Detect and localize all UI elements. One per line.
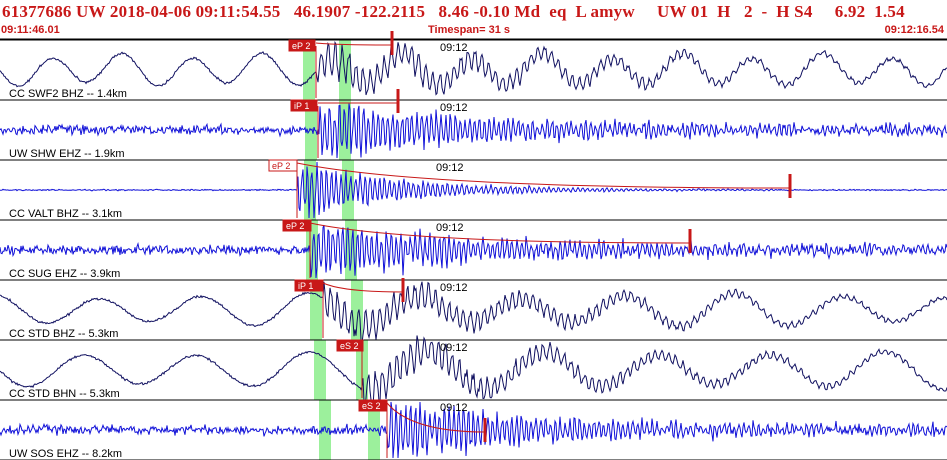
- trace-row[interactable]: 09:12 eP 2 CC SUG EHZ -- 3.9km: [0, 219, 947, 280]
- phase-pick-label: eS 2: [362, 401, 381, 411]
- phase-pick-label: eP 2: [286, 221, 304, 231]
- channel-label: UW SHW EHZ -- 1.9km: [9, 148, 125, 160]
- phase-pick-marker[interactable]: [294, 279, 324, 292]
- event-header: 61377686 UW 2018-04-06 09:11:54.55 46.19…: [0, 0, 947, 38]
- time-mark-label: 09:12: [436, 222, 464, 234]
- coda-decay-curve: [315, 42, 393, 46]
- phase-window-band: [310, 280, 322, 340]
- phase-window-band: [306, 220, 318, 280]
- timespan-label: Timespan= 31 s: [428, 24, 511, 36]
- end-time-label: 09:12:16.54: [884, 24, 944, 36]
- channel-label: CC SWF2 BHZ -- 1.4km: [9, 88, 127, 100]
- waveform-line: [0, 401, 947, 459]
- phase-window-band: [303, 40, 315, 100]
- phase-pick-marker[interactable]: [336, 339, 364, 352]
- phase-window-band: [342, 160, 354, 220]
- coda-decay-curve: [296, 162, 791, 189]
- time-mark-label: 09:12: [440, 102, 468, 114]
- trace-row[interactable]: 09:12 iP 1 UW SHW EHZ -- 1.9km: [0, 89, 947, 160]
- trace-row[interactable]: 09:12 eS 2 CC STD BHN -- 5.3km: [0, 335, 947, 409]
- phase-pick-marker[interactable]: [288, 39, 316, 52]
- phase-window-band: [339, 40, 351, 100]
- waveform-line: [0, 103, 947, 159]
- trace-row[interactable]: 09:12 eP 2 CC SWF2 BHZ -- 1.4km: [0, 31, 947, 100]
- phase-pick-label: eP 2: [292, 41, 310, 51]
- coda-decay-curve: [309, 222, 691, 244]
- phase-pick-label: eS 2: [340, 341, 359, 351]
- channel-label: CC STD BHN -- 5.3km: [9, 388, 120, 400]
- waveform-line: [0, 281, 947, 344]
- coda-decay-curve: [386, 402, 486, 433]
- time-mark-label: 09:12: [440, 282, 468, 294]
- phase-window-band: [319, 400, 331, 460]
- phase-pick-label: eP 2: [272, 161, 290, 171]
- phase-pick-marker[interactable]: [290, 99, 318, 112]
- time-mark-label: 09:12: [440, 42, 468, 54]
- channel-label: CC SUG EHZ -- 3.9km: [9, 268, 120, 280]
- coda-decay-curve: [322, 282, 404, 293]
- start-time-label: 09:11:46.01: [1, 24, 60, 36]
- waveform-line: [0, 224, 947, 279]
- phase-pick-label: iP 1: [294, 101, 309, 111]
- waveform-line: [0, 161, 947, 219]
- phase-pick-marker[interactable]: [268, 159, 298, 172]
- channel-label: CC STD BHZ -- 5.3km: [9, 328, 118, 340]
- channel-label: UW SOS EHZ -- 8.2km: [9, 448, 122, 460]
- trace-row[interactable]: 09:12 eS 2 UW SOS EHZ -- 8.2km: [0, 399, 947, 460]
- event-summary-title: 61377686 UW 2018-04-06 09:11:54.55 46.19…: [2, 2, 905, 21]
- phase-pick-label: iP 1: [298, 281, 313, 291]
- trace-row[interactable]: 09:12 iP 1 CC STD BHZ -- 5.3km: [0, 278, 947, 344]
- time-mark-label: 09:12: [436, 162, 464, 174]
- waveform-line: [0, 335, 947, 409]
- phase-pick-marker[interactable]: [282, 219, 312, 232]
- phase-window-band: [368, 400, 380, 460]
- trace-row[interactable]: 09:12 eP 2 CC VALT BHZ -- 3.1km: [0, 159, 947, 220]
- waveform-line: [0, 40, 947, 96]
- channel-label: CC VALT BHZ -- 3.1km: [9, 208, 122, 220]
- phase-window-band: [314, 340, 326, 400]
- time-mark-label: 09:12: [440, 402, 468, 414]
- phase-window-band: [351, 280, 363, 340]
- phase-pick-marker[interactable]: [358, 399, 388, 412]
- time-mark-label: 09:12: [440, 342, 468, 354]
